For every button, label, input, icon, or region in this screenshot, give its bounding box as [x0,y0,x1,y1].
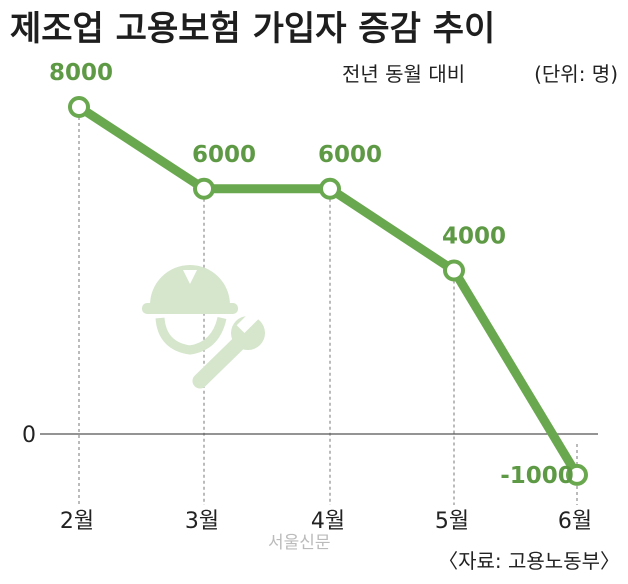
data-label: 8000 [49,60,113,86]
data-point [443,259,465,282]
watermark: 서울신문 [268,533,331,553]
x-tick-label: 5월 [435,509,469,534]
chart-subtitle: 전년 동월 대비 [342,62,465,86]
data-point [193,177,215,200]
wrench-icon [192,310,265,389]
data-points [68,96,588,486]
data-label: 4000 [442,224,506,250]
x-tick-label: 3월 [185,509,219,534]
x-tick-labels: 2월 3월 4월 5월 6월 [60,509,592,534]
data-point [566,463,588,486]
data-label: -1000 [500,463,574,489]
source-note: 〈자료: 고용노동부〉 [438,549,620,573]
worker-illustration [142,265,265,389]
data-point [319,177,341,200]
data-label: 6000 [318,142,382,168]
chart-title: 제조업 고용보험 가입자 증감 추이 [10,9,495,49]
y-zero-label: 0 [22,423,36,448]
x-tick-label: 6월 [558,509,592,534]
chart-unit: (단위: 명) [534,62,618,86]
data-label: 6000 [192,142,256,168]
x-tick-label: 2월 [60,509,94,534]
x-tick-label: 4월 [311,509,345,534]
data-point [68,96,90,118]
data-labels: 8000 6000 6000 4000 -1000 [49,60,574,489]
hard-hat-icon [142,265,238,355]
